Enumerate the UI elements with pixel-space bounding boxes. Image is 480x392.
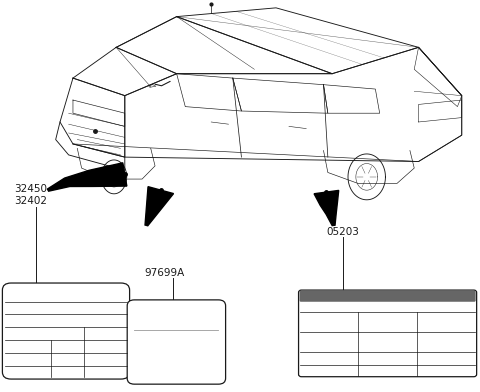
- Polygon shape: [314, 191, 339, 225]
- FancyBboxPatch shape: [2, 283, 130, 379]
- Text: 32450: 32450: [14, 184, 48, 194]
- Text: 05203: 05203: [326, 227, 359, 237]
- Polygon shape: [48, 163, 127, 191]
- Polygon shape: [145, 187, 174, 226]
- FancyBboxPatch shape: [127, 300, 226, 384]
- Text: 32402: 32402: [14, 196, 48, 206]
- FancyBboxPatch shape: [300, 291, 476, 302]
- FancyBboxPatch shape: [299, 290, 477, 377]
- Text: 97699A: 97699A: [144, 268, 184, 278]
